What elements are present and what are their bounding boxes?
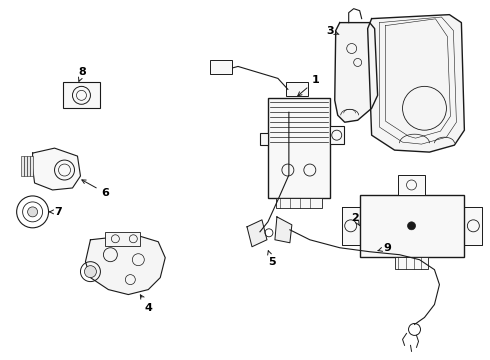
Circle shape (84, 266, 97, 278)
Polygon shape (85, 235, 165, 294)
Bar (360, 195, 465, 257)
Bar (21, 156, 24, 176)
Text: 8: 8 (78, 67, 86, 81)
Bar (397, 175, 425, 195)
Text: 6: 6 (82, 180, 109, 198)
Bar (330, 126, 343, 144)
Text: 2: 2 (351, 213, 360, 226)
Polygon shape (33, 148, 80, 190)
Text: 9: 9 (378, 243, 392, 253)
Bar (394, 257, 428, 269)
Polygon shape (275, 217, 292, 243)
Polygon shape (335, 23, 378, 122)
Bar (24, 156, 26, 176)
Polygon shape (247, 220, 267, 247)
Polygon shape (368, 15, 465, 152)
Text: 5: 5 (268, 251, 276, 267)
Text: 4: 4 (140, 295, 152, 312)
Bar (268, 98, 330, 198)
Circle shape (408, 222, 416, 230)
Bar (260, 133, 268, 145)
Bar (29, 156, 33, 176)
Bar (26, 156, 29, 176)
Polygon shape (342, 207, 360, 245)
Bar (286, 82, 308, 96)
Bar (276, 198, 322, 208)
Bar (63, 82, 100, 108)
Bar (105, 232, 140, 246)
Text: 1: 1 (298, 75, 319, 96)
Circle shape (27, 207, 38, 217)
Text: 3: 3 (326, 26, 339, 36)
Text: 7: 7 (49, 207, 62, 217)
Bar (210, 60, 232, 75)
Polygon shape (465, 207, 482, 245)
